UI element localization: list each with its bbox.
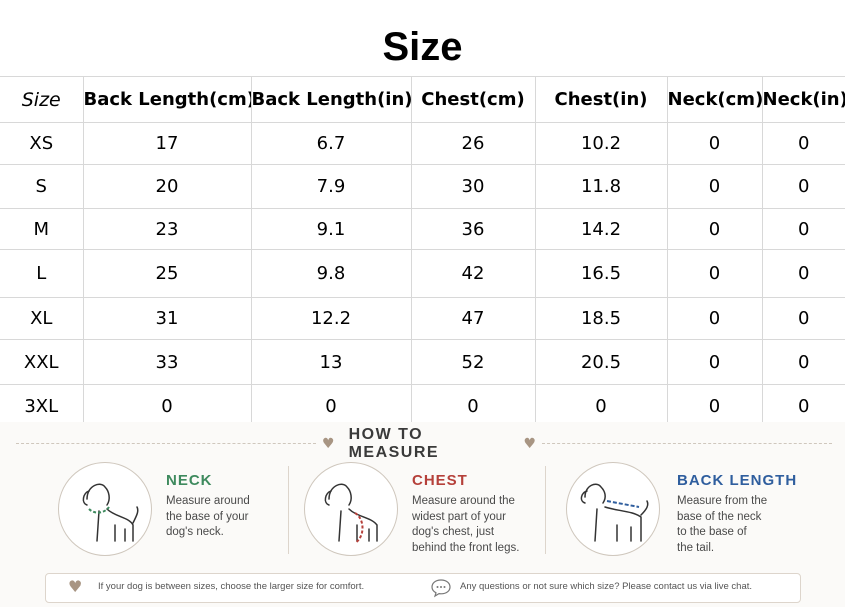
cell-chest-cm: 52 xyxy=(410,339,535,385)
table-row: S 20 7.9 30 11.8 0 0 xyxy=(0,164,845,209)
cell-chest-in: 10.2 xyxy=(534,122,667,165)
cell-chest-in: 18.5 xyxy=(534,297,667,340)
table-row: XS 17 6.7 26 10.2 0 0 xyxy=(0,122,845,165)
cell-chest-cm: 0 xyxy=(410,384,535,428)
table-row: XL 31 12.2 47 18.5 0 0 xyxy=(0,297,845,340)
cell-back-length-cm: 20 xyxy=(82,164,251,209)
dog-back-icon xyxy=(566,462,660,556)
cell-neck-in: 0 xyxy=(761,249,845,298)
header-neck-in: Neck(in) xyxy=(761,76,845,123)
dog-chest-icon xyxy=(304,462,398,556)
cell-back-length-cm: 23 xyxy=(82,208,251,250)
cell-back-length-in: 0 xyxy=(250,384,411,428)
chest-description: Measure around the widest part of your d… xyxy=(412,495,520,554)
heart-icon: ♥ xyxy=(68,577,83,596)
cell-chest-in: 0 xyxy=(534,384,667,428)
cell-neck-cm: 0 xyxy=(666,249,762,298)
cell-neck-cm: 0 xyxy=(666,208,762,250)
cell-back-length-in: 7.9 xyxy=(250,164,411,209)
cell-back-length-in: 13 xyxy=(250,339,411,385)
cell-size: S xyxy=(0,164,83,209)
header-size: Size xyxy=(0,76,83,123)
cell-size: XXL xyxy=(0,339,83,385)
cell-neck-in: 0 xyxy=(761,122,845,165)
cell-chest-in: 20.5 xyxy=(534,339,667,385)
neck-title: NECK xyxy=(166,472,213,489)
dotted-divider-right xyxy=(542,443,832,444)
contact-tip: Any questions or not sure which size? Pl… xyxy=(460,581,753,592)
header-chest-in: Chest(in) xyxy=(534,76,667,123)
dotted-divider-left xyxy=(16,443,316,444)
cell-neck-cm: 0 xyxy=(666,164,762,209)
how-to-measure-heading: ♥ HOW TO MEASURE ♥ xyxy=(322,426,536,461)
tip-bar: ♥ If your dog is between sizes, choose t… xyxy=(45,573,801,603)
cell-size: L xyxy=(0,249,83,298)
dog-neck-icon xyxy=(58,462,152,556)
heart-icon: ♥ xyxy=(523,436,536,452)
cell-chest-in: 11.8 xyxy=(534,164,667,209)
cell-neck-cm: 0 xyxy=(666,122,762,165)
cell-neck-in: 0 xyxy=(761,164,845,209)
cell-back-length-in: 9.1 xyxy=(250,208,411,250)
table-row: 3XL 0 0 0 0 0 0 xyxy=(0,384,845,428)
back-length-description: Measure from the base of the neck to the… xyxy=(677,495,768,554)
cell-neck-in: 0 xyxy=(761,384,845,428)
cell-back-length-in: 6.7 xyxy=(250,122,411,165)
cell-chest-in: 14.2 xyxy=(534,208,667,250)
cell-chest-cm: 30 xyxy=(410,164,535,209)
cell-chest-cm: 26 xyxy=(410,122,535,165)
cell-neck-cm: 0 xyxy=(666,384,762,428)
cell-neck-cm: 0 xyxy=(666,339,762,385)
separator xyxy=(288,466,289,554)
cell-back-length-in: 12.2 xyxy=(250,297,411,340)
separator xyxy=(545,466,546,554)
cell-size: M xyxy=(0,208,83,250)
cell-neck-cm: 0 xyxy=(666,297,762,340)
cell-chest-cm: 42 xyxy=(410,249,535,298)
cell-back-length-cm: 17 xyxy=(82,122,251,165)
cell-back-length-cm: 33 xyxy=(82,339,251,385)
header-back-length-in: Back Length(in) xyxy=(250,76,411,123)
size-tip: If your dog is between sizes, choose the… xyxy=(98,581,365,592)
cell-chest-cm: 36 xyxy=(410,208,535,250)
back-length-title: BACK LENGTH xyxy=(677,472,798,489)
cell-back-length-cm: 0 xyxy=(82,384,251,428)
header-neck-cm: Neck(cm) xyxy=(666,76,762,123)
cell-neck-in: 0 xyxy=(761,208,845,250)
cell-neck-in: 0 xyxy=(761,339,845,385)
how-to-measure-section: ♥ HOW TO MEASURE ♥ NECK Measure around t… xyxy=(0,422,845,607)
table-row: L 25 9.8 42 16.5 0 0 xyxy=(0,249,845,298)
cell-chest-in: 16.5 xyxy=(534,249,667,298)
cell-chest-cm: 47 xyxy=(410,297,535,340)
cell-size: XS xyxy=(0,122,83,165)
table-row: M 23 9.1 36 14.2 0 0 xyxy=(0,208,845,250)
size-table: Size Back Length(cm) Back Length(in) Che… xyxy=(0,76,845,428)
cell-back-length-cm: 25 xyxy=(82,249,251,298)
cell-size: 3XL xyxy=(0,384,83,428)
header-back-length-cm: Back Length(cm) xyxy=(82,76,251,123)
table-header-row: Size Back Length(cm) Back Length(in) Che… xyxy=(0,76,845,123)
chat-bubble-icon xyxy=(431,579,451,598)
header-chest-cm: Chest(cm) xyxy=(410,76,535,123)
cell-neck-in: 0 xyxy=(761,297,845,340)
cell-back-length-in: 9.8 xyxy=(250,249,411,298)
chest-title: CHEST xyxy=(412,472,468,489)
neck-description: Measure around the base of your dog's ne… xyxy=(166,495,250,539)
page-title: Size xyxy=(382,25,463,69)
table-row: XXL 33 13 52 20.5 0 0 xyxy=(0,339,845,385)
heart-icon: ♥ xyxy=(322,436,335,452)
cell-back-length-cm: 31 xyxy=(82,297,251,340)
cell-size: XL xyxy=(0,297,83,340)
